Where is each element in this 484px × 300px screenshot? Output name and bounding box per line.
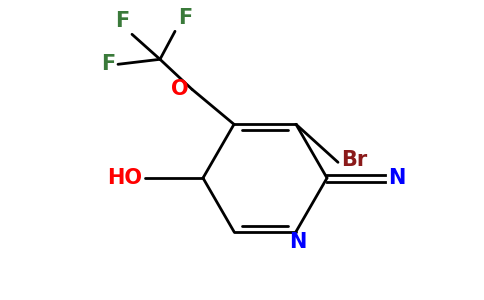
Text: O: O: [171, 79, 189, 99]
Text: N: N: [289, 232, 307, 252]
Text: F: F: [101, 54, 115, 74]
Text: Br: Br: [341, 150, 367, 170]
Text: F: F: [115, 11, 129, 31]
Text: HO: HO: [107, 168, 142, 188]
Text: N: N: [388, 168, 406, 188]
Text: F: F: [178, 8, 192, 28]
